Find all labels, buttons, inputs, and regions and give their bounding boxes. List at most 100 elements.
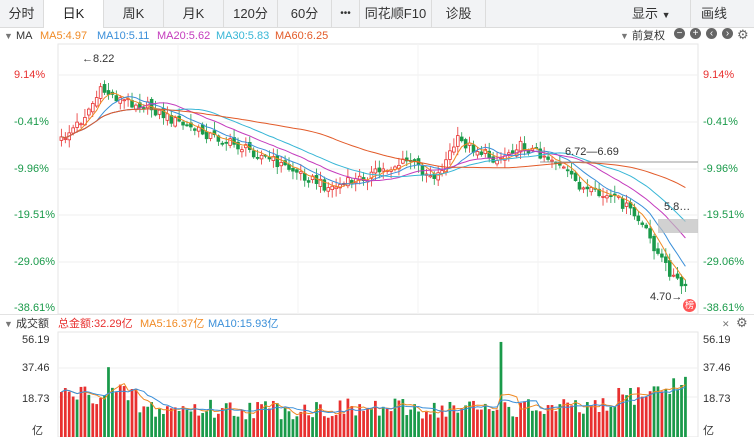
rank-badge-icon[interactable]: 榜	[683, 299, 696, 312]
volume-bar	[542, 413, 546, 437]
settings-gear-icon[interactable]: ⚙	[736, 315, 748, 330]
tab-more[interactable]: •••	[332, 0, 360, 28]
volume-bar	[613, 406, 617, 437]
volume-bar	[585, 402, 589, 437]
price-axis-label-left: 9.14%	[14, 69, 46, 81]
tab-120min[interactable]: 120分	[224, 0, 278, 28]
volume-bar	[452, 405, 456, 437]
volume-bar	[629, 388, 632, 437]
volume-bar	[483, 403, 487, 437]
pressure-zone	[658, 219, 698, 233]
volume-bar	[546, 405, 550, 437]
volume-bar	[625, 395, 628, 437]
ma10-line	[61, 96, 686, 267]
candle-body	[318, 178, 323, 187]
display-menu[interactable]: 显示 ▼	[632, 0, 671, 28]
price-axis-label-right: -19.51%	[703, 209, 744, 221]
volume-legend: ▼ 成交额 总金额:32.29亿 MA5:16.37亿 MA10:15.93亿 …	[0, 314, 754, 332]
candle-body	[153, 108, 158, 116]
volume-bar	[436, 417, 440, 437]
candle-body	[448, 150, 452, 160]
volume-bar	[334, 414, 338, 437]
candle-body	[193, 128, 197, 131]
tab-monthly-k[interactable]: 月K	[164, 0, 224, 28]
volume-indicator-name[interactable]: 成交额	[16, 318, 49, 330]
candle-body	[157, 109, 162, 115]
zoom-out-icon[interactable]: −	[674, 28, 685, 39]
collapse-icon[interactable]: ▼	[4, 31, 13, 41]
candle-body	[94, 97, 99, 107]
volume-bar	[189, 411, 193, 437]
price-panel-frame	[57, 43, 699, 315]
volume-bar	[185, 409, 189, 437]
volume-bar	[60, 392, 63, 437]
candle-body	[581, 187, 586, 190]
adjust-dropdown-icon[interactable]: ▼	[620, 31, 629, 41]
volume-bar	[213, 417, 216, 437]
price-axis-label-left: -29.06%	[14, 256, 55, 268]
volume-ma5: MA5:16.37亿	[140, 318, 205, 330]
move-left-icon[interactable]: ‹	[706, 28, 717, 39]
volume-bar	[83, 386, 87, 437]
volume-bar	[640, 396, 644, 437]
candle-body	[507, 152, 511, 155]
candle-body	[173, 117, 177, 127]
volume-bar	[91, 403, 95, 437]
candle-body	[165, 113, 170, 121]
tab-f10[interactable]: 同花顺F10	[360, 0, 432, 28]
tab-intraday[interactable]: 分时	[0, 0, 44, 28]
volume-bar	[165, 406, 169, 437]
volume-bar	[75, 399, 79, 437]
collapse-icon[interactable]: ▼	[4, 319, 13, 329]
volume-bar	[468, 401, 471, 437]
candle-body	[185, 124, 189, 127]
candle-body	[295, 169, 299, 173]
candle-body	[491, 156, 495, 163]
volume-bar	[114, 392, 118, 437]
display-menu-label: 显示	[632, 6, 659, 21]
tab-weekly-k[interactable]: 周K	[104, 0, 164, 28]
volume-bar	[582, 413, 585, 437]
candle-body	[122, 99, 126, 102]
candle-body	[240, 149, 244, 153]
candle-body	[212, 130, 217, 136]
settings-gear-icon[interactable]: ⚙	[737, 27, 749, 42]
volume-bar	[472, 400, 475, 437]
candle-body	[330, 185, 334, 191]
move-right-icon[interactable]: ›	[722, 28, 733, 39]
volume-bar	[122, 386, 126, 437]
volume-bar	[672, 378, 676, 437]
candle-body	[518, 140, 523, 153]
candle-body	[479, 151, 484, 155]
volume-axis-label-left: 37.46	[22, 362, 50, 374]
tab-diagnose[interactable]: 诊股	[432, 0, 486, 28]
adjust-mode[interactable]: 前复权	[632, 30, 665, 42]
zoom-in-icon[interactable]: +	[690, 28, 701, 39]
volume-bar	[67, 391, 71, 437]
candle-body	[542, 155, 546, 158]
volume-bar	[342, 413, 346, 437]
draw-line-button[interactable]: 画线	[690, 0, 754, 28]
candle-body	[538, 148, 542, 159]
ma60-value: MA60:6.25	[275, 30, 329, 42]
indicator-name[interactable]: MA	[16, 30, 33, 42]
price-axis-label-left: -0.41%	[14, 116, 49, 128]
candle-body	[106, 90, 111, 95]
candle-body	[609, 195, 613, 197]
volume-bar	[684, 376, 687, 437]
volume-bar	[95, 404, 99, 437]
tab-60min[interactable]: 60分	[278, 0, 332, 28]
tab-daily-k[interactable]: 日K	[44, 0, 104, 28]
volume-bar	[401, 399, 405, 437]
candle-body	[679, 276, 684, 287]
volume-ma10-line	[61, 386, 686, 414]
candle-body	[75, 121, 79, 128]
price-axis-label-right: -0.41%	[703, 116, 738, 128]
volume-bar	[507, 406, 511, 437]
volume-bar	[574, 400, 577, 437]
candle-body	[656, 248, 660, 254]
close-icon[interactable]: ✕	[722, 319, 730, 329]
ma5-value: MA5:4.97	[40, 30, 88, 42]
low-price-label: 4.70→	[650, 291, 683, 303]
